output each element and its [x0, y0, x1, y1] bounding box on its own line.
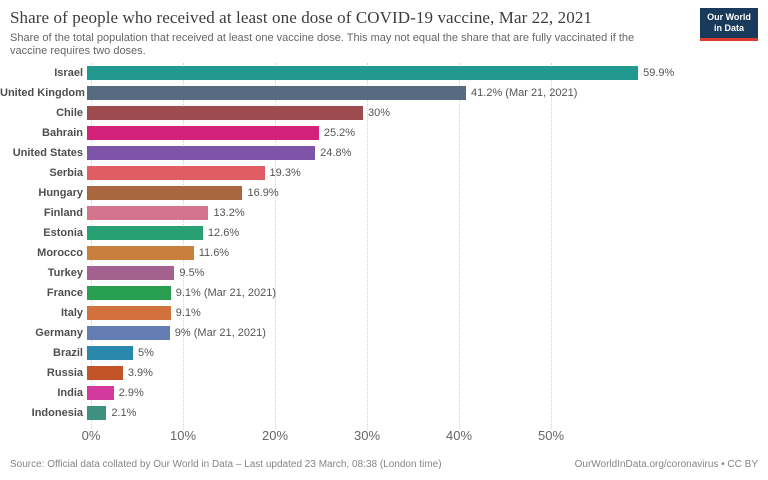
value-label: 2.9% [118, 387, 144, 399]
chart-header: Share of people who received at least on… [0, 0, 768, 58]
country-label: Indonesia [31, 407, 83, 419]
bar-row: Turkey 9.5% [0, 263, 768, 283]
bar[interactable] [87, 106, 363, 120]
chart-title: Share of people who received at least on… [10, 8, 593, 27]
x-axis: 0% 10% 20% 30% 40% 50% [0, 423, 768, 443]
bar-row: France 9.1% (Mar 21, 2021) [0, 283, 768, 303]
country-label: Italy [60, 307, 83, 319]
country-label: Chile [56, 107, 83, 119]
country-label: India [57, 387, 83, 399]
value-label: 59.9% [643, 67, 675, 79]
value-label: 19.3% [269, 167, 301, 179]
owid-logo[interactable]: Our World in Data [700, 8, 758, 41]
country-label: Israel [54, 67, 83, 79]
bar-row: United Kingdom 41.2% (Mar 21, 2021) [0, 83, 768, 103]
bar[interactable] [87, 366, 123, 380]
bar-row: Italy 9.1% [0, 303, 768, 323]
value-label: 25.2% [323, 127, 356, 139]
country-label: Finland [43, 207, 83, 219]
value-label: 12.6% [207, 227, 240, 239]
chart-subtitle: Share of the total population that recei… [10, 32, 635, 57]
value-label: 9% (Mar 21, 2021) [174, 327, 266, 339]
bar-row: Brazil 5% [0, 343, 768, 363]
bar[interactable] [87, 206, 209, 220]
value-label: 5% [138, 347, 154, 359]
country-label: Russia [46, 367, 83, 379]
bar-row: Bahrain 25.2% [0, 123, 768, 143]
x-axis-tick-label: 0% [81, 428, 101, 443]
bar[interactable] [87, 226, 203, 240]
bar[interactable] [87, 406, 107, 420]
bar-row: Morocco 11.6% [0, 243, 768, 263]
country-label: United Kingdom [0, 87, 85, 99]
bar[interactable] [87, 146, 316, 160]
gridline [367, 63, 368, 429]
country-label: Serbia [49, 167, 83, 179]
bar-row: United States 24.8% [0, 143, 768, 163]
bar[interactable] [87, 126, 319, 140]
country-label: Brazil [53, 347, 83, 359]
chart-footer: Source: Official data collated by Our Wo… [10, 459, 758, 470]
gridline [551, 63, 552, 429]
bar[interactable] [87, 346, 133, 360]
x-axis-tick-label: 10% [169, 428, 197, 443]
country-label: Morocco [37, 247, 83, 259]
bar[interactable] [87, 286, 171, 300]
value-label: 9.1% (Mar 21, 2021) [175, 287, 276, 299]
country-label: Bahrain [42, 127, 83, 139]
bar-row: Israel 59.9% [0, 63, 768, 83]
x-axis-tick-label: 50% [537, 428, 565, 443]
gridline [459, 63, 460, 429]
bar[interactable] [87, 86, 467, 100]
source-note: Source: Official data collated by Our Wo… [10, 459, 442, 470]
bar-row: India 2.9% [0, 383, 768, 403]
country-label: Hungary [38, 187, 83, 199]
x-axis-tick-label: 20% [261, 428, 289, 443]
country-label: Estonia [43, 227, 83, 239]
country-label: France [46, 287, 83, 299]
value-label: 16.9% [247, 187, 279, 199]
bar-row: Chile 30% [0, 103, 768, 123]
bar[interactable] [87, 386, 114, 400]
gridline [275, 63, 276, 429]
country-label: Germany [35, 327, 83, 339]
country-label: United States [12, 147, 83, 159]
value-label: 11.6% [198, 247, 230, 259]
value-label: 3.9% [127, 367, 153, 379]
bar[interactable] [87, 166, 265, 180]
bar-row: Indonesia 2.1% [0, 403, 768, 423]
bar[interactable] [87, 246, 194, 260]
bar[interactable] [87, 266, 175, 280]
bar[interactable] [87, 326, 170, 340]
value-label: 24.8% [320, 147, 352, 159]
value-label: 41.2% (Mar 21, 2021) [471, 87, 578, 99]
country-label: Turkey [47, 267, 83, 279]
bar[interactable] [87, 186, 243, 200]
bar-row: Germany 9% (Mar 21, 2021) [0, 323, 768, 343]
bar[interactable] [87, 66, 639, 80]
value-label: 13.2% [213, 207, 245, 219]
bar-row: Finland 13.2% [0, 203, 768, 223]
bar-row: Hungary 16.9% [0, 183, 768, 203]
x-axis-tick-label: 30% [353, 428, 381, 443]
value-label: 9.5% [179, 267, 205, 279]
bar-row: Serbia 19.3% [0, 163, 768, 183]
owid-logo-line1: Our World [707, 12, 751, 22]
bar-chart: Israel 59.9% United Kingdom 41.2% (Mar 21, … [0, 63, 768, 447]
owid-link[interactable]: OurWorldInData.org/coronavirus • CC BY [574, 459, 758, 470]
bar-rows: Israel 59.9% United Kingdom 41.2% (Mar 21, … [0, 63, 768, 423]
value-label: 2.1% [111, 407, 137, 419]
owid-logo-line2: in Data [713, 23, 744, 33]
bar-row: Estonia 12.6% [0, 223, 768, 243]
bar-row: Russia 3.9% [0, 363, 768, 383]
bar[interactable] [87, 306, 171, 320]
value-label: 30% [368, 107, 391, 119]
value-label: 9.1% [175, 307, 201, 319]
x-axis-tick-label: 40% [445, 428, 473, 443]
